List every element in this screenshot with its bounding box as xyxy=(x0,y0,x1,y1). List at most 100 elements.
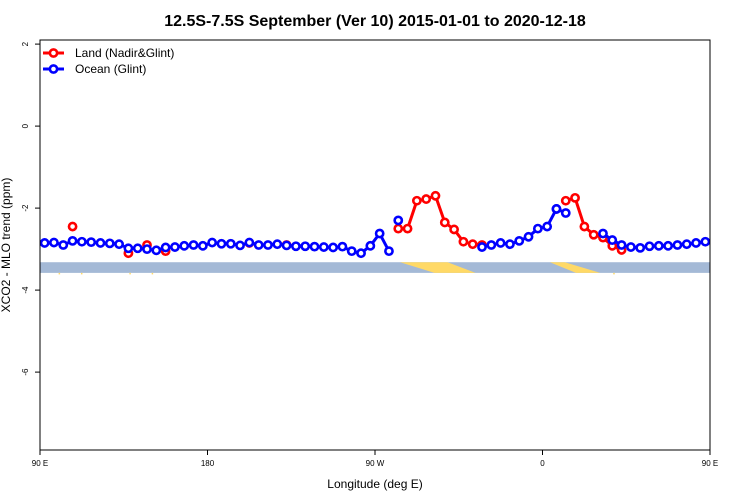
plot-area xyxy=(40,190,746,275)
series-0-point xyxy=(430,190,441,201)
land-speck-4 xyxy=(613,272,615,275)
series-1-point xyxy=(188,240,199,250)
series-1-point xyxy=(542,221,553,232)
x-axis-label: Longitude (deg E) xyxy=(327,477,422,491)
series-0-point xyxy=(402,223,413,234)
series-0-point xyxy=(588,229,599,240)
chart-title: 12.5S-7.5S September (Ver 10) 2015-01-01… xyxy=(164,13,586,30)
series-1-point xyxy=(300,241,311,252)
series-1-point xyxy=(263,240,273,250)
y-tick-label: -6 xyxy=(21,368,30,376)
series-0-point xyxy=(560,195,571,206)
series-1-point xyxy=(384,246,394,257)
series-1-point xyxy=(495,238,506,248)
land-region-0 xyxy=(400,262,476,273)
land-speck-2 xyxy=(129,272,131,275)
series-0-point xyxy=(421,194,432,204)
series-1-point xyxy=(356,248,366,259)
legend-marker xyxy=(48,64,59,74)
legend-label: Land (Nadir&Glint) xyxy=(75,46,174,60)
series-1-point xyxy=(76,236,87,247)
series-1-point xyxy=(244,237,255,248)
series-0-point xyxy=(393,223,404,234)
series-1-point xyxy=(663,240,674,251)
series-0-point xyxy=(67,221,78,232)
series-1-point xyxy=(58,240,69,250)
series-1-point xyxy=(235,240,245,251)
x-tick-label: 90 E xyxy=(32,459,48,468)
series-0-point xyxy=(579,221,590,232)
series-1-point xyxy=(104,238,115,249)
series-0-point xyxy=(449,224,459,235)
series-0-point xyxy=(739,223,746,230)
land-region-1 xyxy=(549,262,601,273)
series-1-point xyxy=(626,242,636,252)
series-1-point xyxy=(86,237,97,248)
series-1-point xyxy=(635,242,646,253)
series-1-point xyxy=(616,240,627,250)
land-speck-1 xyxy=(80,272,83,275)
series-1-point xyxy=(393,215,404,226)
series-1-point xyxy=(40,238,50,248)
series-1-point xyxy=(337,241,348,252)
series-0-point xyxy=(411,195,422,206)
y-tick-label: 0 xyxy=(21,123,30,128)
land-speck-3 xyxy=(151,272,154,275)
series-1-point xyxy=(179,240,190,251)
series-1-point xyxy=(160,242,171,253)
series-0-line-6 xyxy=(398,193,483,247)
series-1-point xyxy=(272,239,283,250)
legend-marker xyxy=(48,48,59,58)
series-1 xyxy=(40,204,737,259)
x-axis: 90 E 180 90 W 0 90 E xyxy=(32,450,718,468)
y-tick-label: 2 xyxy=(21,41,30,46)
series-0-point xyxy=(570,192,580,203)
series-1-point xyxy=(486,240,497,250)
series-1-point xyxy=(644,241,655,252)
x-tick-label: 180 xyxy=(201,459,215,468)
series-1-point xyxy=(532,223,543,234)
x-tick-label: 90 W xyxy=(366,459,385,468)
y-axis: 2 0 -2 -4 -6 xyxy=(21,41,40,376)
series-1-point xyxy=(607,235,618,245)
series-0-point xyxy=(467,239,478,250)
y-tick-label: -2 xyxy=(21,204,30,212)
series-1-point xyxy=(170,242,180,252)
series-0-point xyxy=(439,217,450,228)
series-1-point xyxy=(653,240,664,251)
legend-label: Ocean (Glint) xyxy=(75,62,146,76)
land-speck-0 xyxy=(58,272,61,275)
series-1-point xyxy=(700,236,710,247)
series-1-point xyxy=(132,243,143,254)
series-1-point xyxy=(514,235,525,246)
series-1-point xyxy=(207,237,218,248)
series-1-point xyxy=(309,241,320,252)
series-1-point xyxy=(598,228,608,239)
series-1-point xyxy=(505,239,515,250)
legend: Land (Nadir&Glint) Ocean (Glint) xyxy=(43,46,174,76)
series-1-point xyxy=(672,240,683,250)
series-1-point xyxy=(318,242,329,252)
x-tick-label: 90 E xyxy=(702,459,718,468)
series-1-point xyxy=(95,238,106,248)
series-1-point xyxy=(523,231,534,242)
series-1-point xyxy=(709,241,710,245)
series-1-point xyxy=(730,239,737,246)
series-1-point xyxy=(216,238,227,249)
series-1-point xyxy=(281,240,292,251)
series-1-point xyxy=(681,239,692,250)
series-1-point xyxy=(720,241,727,248)
series-1-point xyxy=(49,237,59,248)
x-tick-label: 0 xyxy=(540,459,545,468)
y-axis-label: XCO2 - MLO trend (ppm) xyxy=(0,178,13,313)
series-1-point xyxy=(225,238,236,249)
series-1-point xyxy=(253,240,264,250)
y-tick-label: -4 xyxy=(21,286,30,294)
series-1-point xyxy=(365,240,376,251)
series-0-point xyxy=(458,236,469,247)
series-1-point xyxy=(551,204,562,214)
series-1-point xyxy=(123,243,134,254)
series-1-point xyxy=(151,245,162,256)
series-1-point xyxy=(374,228,385,239)
series-1-point xyxy=(477,242,487,252)
